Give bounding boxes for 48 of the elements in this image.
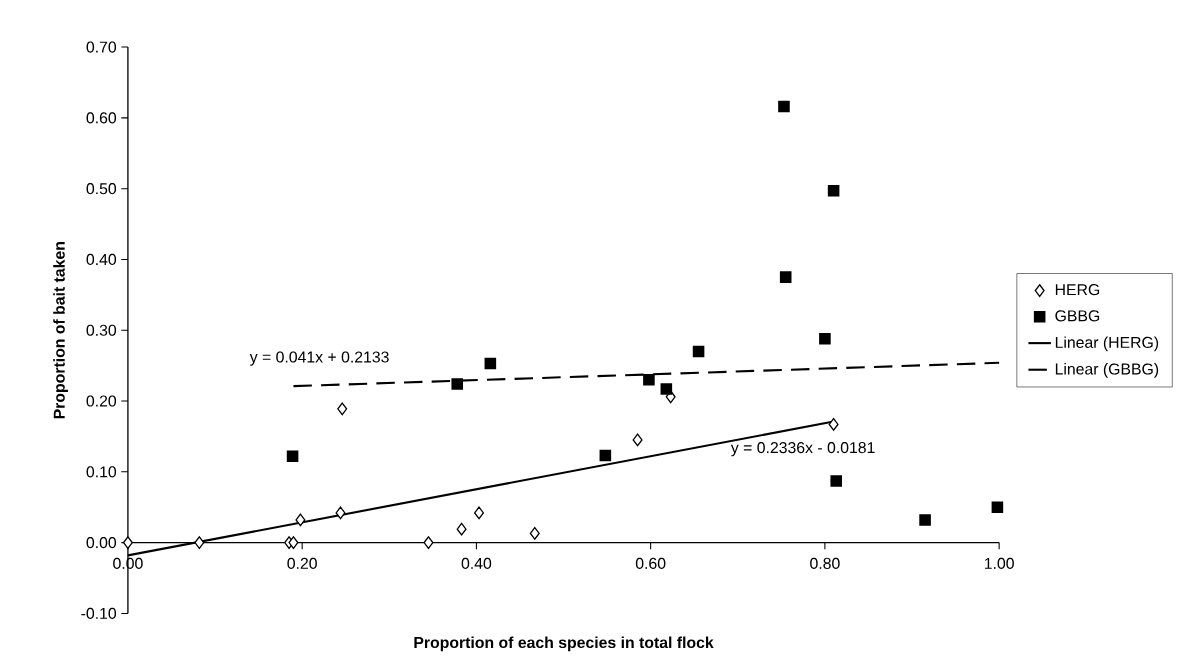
point (778, 100, 790, 113)
x-tick-label: 0.80 (810, 557, 840, 570)
y-tick-label: 0.40 (86, 253, 117, 266)
point (194, 536, 205, 550)
point (643, 374, 655, 386)
x-tick-label: 0.60 (635, 557, 666, 570)
point (919, 514, 931, 526)
point (828, 418, 839, 431)
point (692, 345, 705, 358)
x-tick-label: 1.00 (984, 557, 1014, 570)
y-tick-label: 0.00 (86, 537, 117, 549)
point (827, 185, 840, 197)
point (991, 501, 1004, 514)
point (474, 506, 485, 520)
y-tick-label: -0.10 (81, 607, 117, 620)
point (335, 506, 346, 520)
y-tick-label: 0.50 (86, 183, 117, 195)
y-tick-label: 0.10 (86, 466, 117, 478)
point (122, 536, 133, 550)
annotation: y = 0.2336x - 0.0181 (730, 442, 875, 457)
legend-label: Linear (HERG) (1055, 336, 1159, 352)
y-tick-label: 0.30 (86, 324, 117, 336)
point (286, 450, 299, 463)
point (830, 475, 843, 487)
point (529, 527, 540, 540)
x-tick-label: 0.20 (287, 557, 317, 570)
point (295, 513, 306, 527)
point (779, 271, 792, 284)
point (819, 333, 831, 345)
y-tick-label: 0.70 (86, 41, 117, 53)
point (599, 449, 612, 462)
point (660, 383, 673, 395)
y-tick-label: 0.20 (86, 395, 117, 407)
legend-label: HERG (1055, 284, 1100, 296)
point (484, 357, 497, 370)
point (456, 522, 467, 536)
point (288, 536, 299, 550)
y-tick-label: 0.60 (86, 112, 117, 124)
point (423, 536, 434, 550)
point (337, 402, 348, 416)
x-tick-label: 0.40 (461, 557, 492, 570)
point (632, 433, 643, 447)
point (451, 378, 464, 390)
legend-label: GBBG (1055, 310, 1100, 322)
y-axis-title: Proportion of bait taken (53, 242, 68, 419)
x-axis-title: Proportion of each species in total flock (414, 636, 714, 652)
annotation: y = 0.041x + 0.2133 (249, 351, 389, 366)
legend-label: Linear (GBBG) (1055, 363, 1159, 378)
